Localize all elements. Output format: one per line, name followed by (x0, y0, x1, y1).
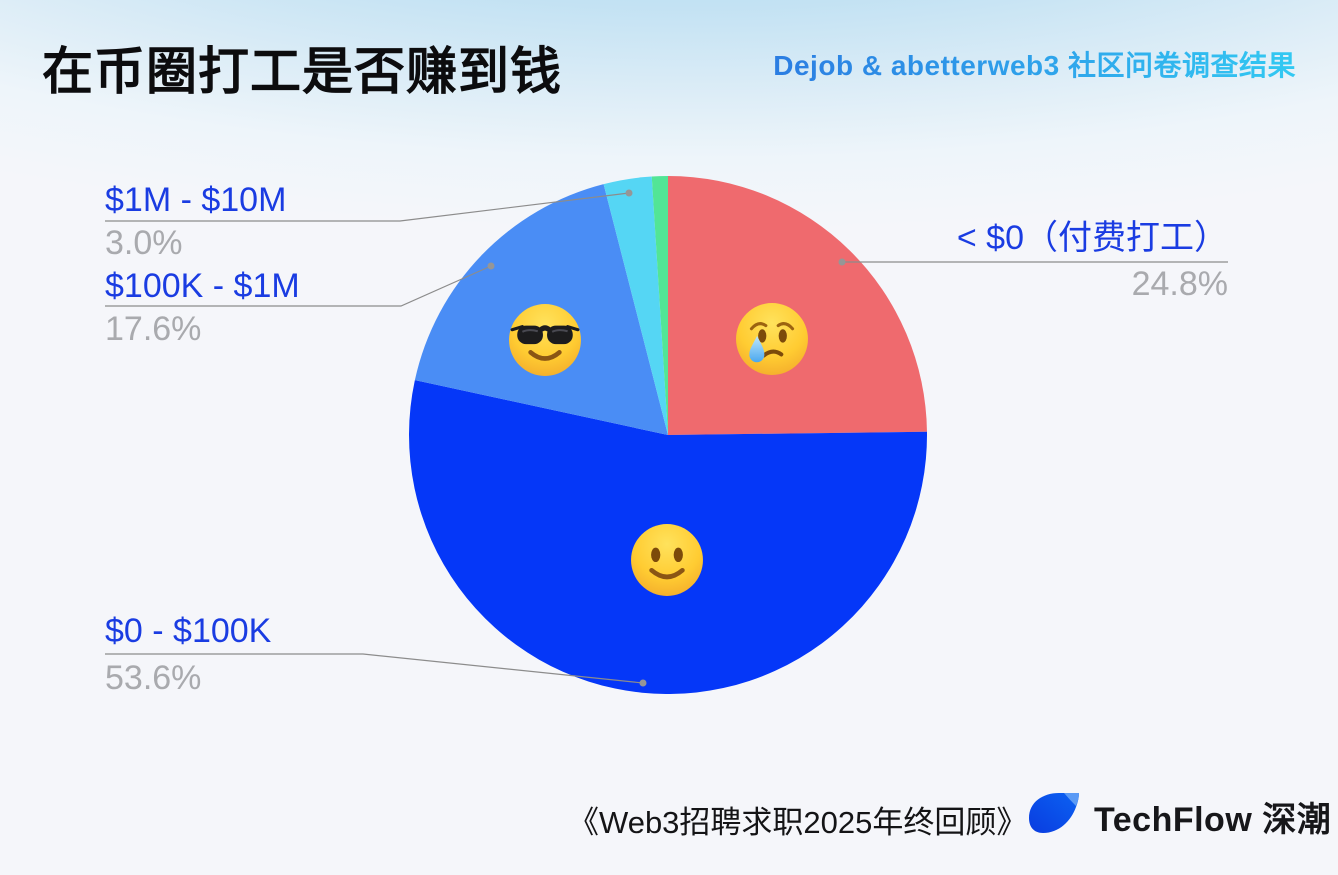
pie-chart (409, 176, 927, 694)
slice-label-1m-10m: $1M - $10M (105, 181, 287, 219)
pie-slice-lt-0 (668, 176, 927, 435)
pie-slice-sliver (651, 176, 668, 435)
smiling-face-emoji (631, 524, 703, 596)
slice-pct-1m-10m: 3.0% (105, 224, 183, 262)
crying-face-emoji (736, 303, 808, 375)
slice-pct-0-100k: 53.6% (105, 659, 202, 697)
report-title: 《Web3招聘求职2025年终回顾》 (568, 805, 1028, 840)
brand-name: TechFlow 深潮 (1094, 801, 1332, 839)
slice-label-100k-1m: $100K - $1M (105, 267, 300, 305)
page-title: 在币圈打工是否赚到钱 (42, 43, 563, 100)
sunglasses-face-emoji (509, 304, 581, 376)
slice-pct-lt-0: 24.8% (1131, 265, 1228, 303)
slice-label-0-100k: $0 - $100K (105, 612, 272, 650)
slice-pct-100k-1m: 17.6% (105, 310, 202, 348)
survey-source-subtitle: Dejob & abetterweb3 社区问卷调查结果 (773, 44, 1296, 84)
slice-label-lt-0: < $0（付费打工） (956, 219, 1228, 257)
techflow-logo-icon (1029, 793, 1079, 833)
pie-slice-1m-10m (603, 176, 668, 435)
